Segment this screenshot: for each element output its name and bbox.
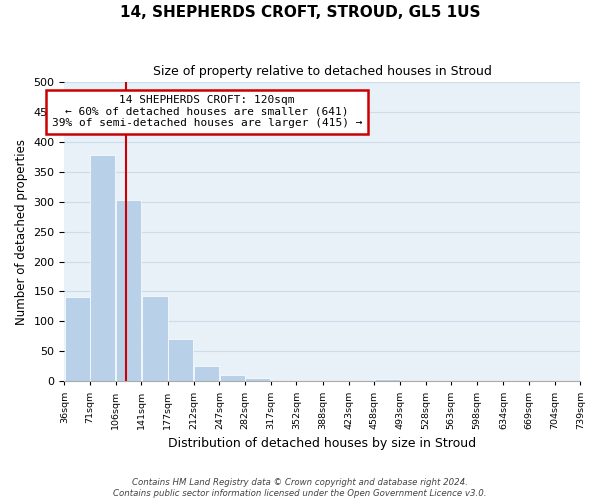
Bar: [169, 340, 193, 382]
Y-axis label: Number of detached properties: Number of detached properties: [15, 138, 28, 324]
Bar: [245, 378, 271, 382]
Bar: [91, 155, 115, 382]
Bar: [116, 200, 141, 382]
Text: 14 SHEPHERDS CROFT: 120sqm
← 60% of detached houses are smaller (641)
39% of sem: 14 SHEPHERDS CROFT: 120sqm ← 60% of deta…: [52, 95, 362, 128]
Bar: [374, 380, 400, 382]
Bar: [220, 376, 245, 382]
Bar: [142, 296, 167, 382]
Text: 14, SHEPHERDS CROFT, STROUD, GL5 1US: 14, SHEPHERDS CROFT, STROUD, GL5 1US: [120, 5, 480, 20]
Title: Size of property relative to detached houses in Stroud: Size of property relative to detached ho…: [153, 65, 492, 78]
Bar: [65, 298, 90, 382]
X-axis label: Distribution of detached houses by size in Stroud: Distribution of detached houses by size …: [169, 437, 476, 450]
Bar: [194, 366, 219, 382]
Text: Contains HM Land Registry data © Crown copyright and database right 2024.
Contai: Contains HM Land Registry data © Crown c…: [113, 478, 487, 498]
